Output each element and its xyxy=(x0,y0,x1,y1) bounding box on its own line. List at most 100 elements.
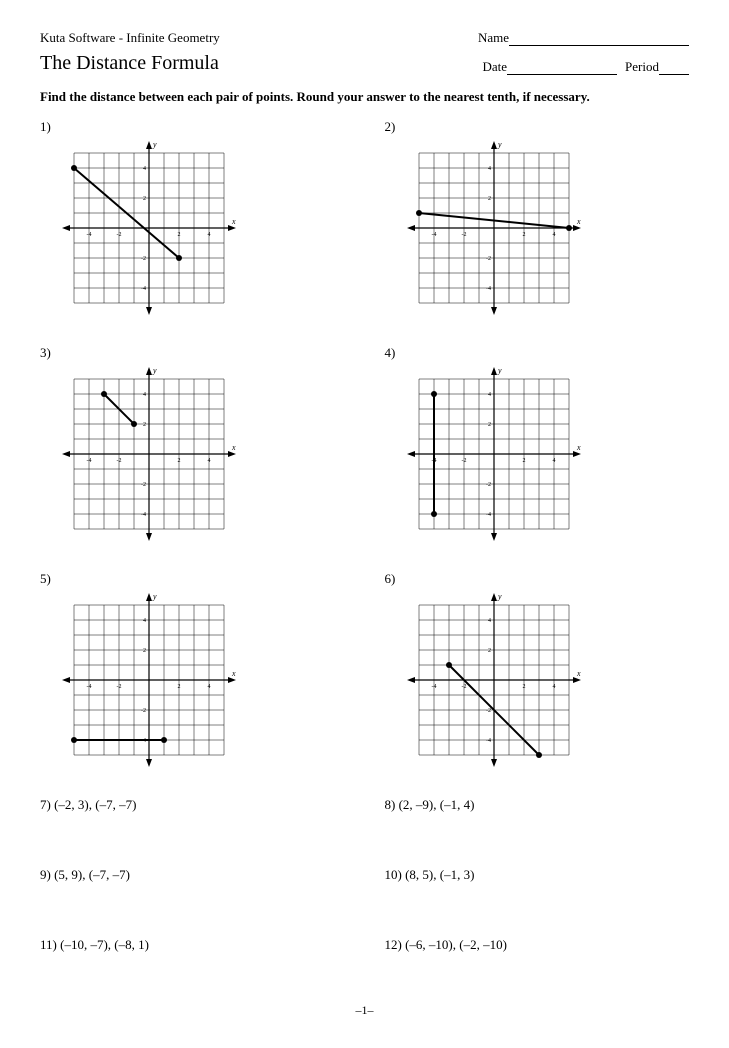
problem: 3) x y -4 -2 2 4 -4 -2 2 4 xyxy=(40,345,345,547)
problem: 6) x y -4 -2 2 4 -4 -2 2 4 xyxy=(385,571,690,773)
problem: 8) (2, –9), (–1, 4) xyxy=(385,797,690,813)
problem-number: 6) xyxy=(385,571,690,587)
svg-text:4: 4 xyxy=(208,458,211,464)
coordinate-graph: x y -4 -2 2 4 -4 -2 2 4 xyxy=(60,139,238,317)
svg-text:2: 2 xyxy=(178,684,181,690)
svg-text:4: 4 xyxy=(208,684,211,690)
svg-text:4: 4 xyxy=(143,618,146,624)
problem-number: 12) xyxy=(385,937,402,952)
svg-text:-4: -4 xyxy=(141,512,146,518)
coordinate-graph: xy-4-224-4-224 xyxy=(60,591,238,769)
svg-text:2: 2 xyxy=(522,458,525,464)
problem-number: 2) xyxy=(385,119,690,135)
svg-text:4: 4 xyxy=(552,232,555,238)
problem-number: 7) xyxy=(40,797,51,812)
svg-text:-2: -2 xyxy=(141,708,146,714)
svg-text:-4: -4 xyxy=(87,684,92,690)
svg-text:4: 4 xyxy=(143,166,146,172)
svg-text:-4: -4 xyxy=(431,684,436,690)
problem: 11) (–10, –7), (–8, 1) xyxy=(40,937,345,953)
problem: 12) (–6, –10), (–2, –10) xyxy=(385,937,690,953)
instruction: Find the distance between each pair of p… xyxy=(40,89,689,105)
problem: 9) (5, 9), (–7, –7) xyxy=(40,867,345,883)
svg-text:y: y xyxy=(152,140,157,149)
problem: 5)xy-4-224-4-224 xyxy=(40,571,345,773)
svg-text:2: 2 xyxy=(488,196,491,202)
problem: 2) x y -4 -2 2 4 -4 -2 2 4 xyxy=(385,119,690,321)
problem-number: 11) xyxy=(40,937,57,952)
svg-text:-2: -2 xyxy=(117,232,122,238)
svg-text:-2: -2 xyxy=(141,256,146,262)
svg-text:x: x xyxy=(576,443,581,452)
coordinate-graph: xy-4-224-4-224 xyxy=(405,365,583,543)
problem: 10) (8, 5), (–1, 3) xyxy=(385,867,690,883)
problem-points: (–2, 3), (–7, –7) xyxy=(54,797,136,812)
date-field: Date xyxy=(483,59,618,75)
problem: 7) (–2, 3), (–7, –7) xyxy=(40,797,345,813)
problem-number: 9) xyxy=(40,867,51,882)
svg-text:-4: -4 xyxy=(141,286,146,292)
svg-text:2: 2 xyxy=(178,232,181,238)
software-label: Kuta Software - Infinite Geometry xyxy=(40,30,220,46)
svg-text:2: 2 xyxy=(522,232,525,238)
svg-text:4: 4 xyxy=(552,684,555,690)
svg-text:2: 2 xyxy=(522,684,525,690)
problems-grid: 1)xy-4-224-4-2242)xy-4-224-4-2243)xy-4-2… xyxy=(40,119,689,983)
coordinate-graph: x y -4 -2 2 4 -4 -2 2 4 xyxy=(405,591,583,769)
svg-text:2: 2 xyxy=(178,458,181,464)
svg-text:2: 2 xyxy=(488,648,491,654)
svg-text:y: y xyxy=(497,592,502,601)
svg-text:-4: -4 xyxy=(87,458,92,464)
problem-number: 10) xyxy=(385,867,402,882)
svg-text:-4: -4 xyxy=(486,738,491,744)
svg-text:4: 4 xyxy=(143,392,146,398)
svg-text:x: x xyxy=(576,669,581,678)
name-field: Name xyxy=(478,30,689,46)
problem: 4)xy-4-224-4-224 xyxy=(385,345,690,547)
svg-text:x: x xyxy=(231,443,236,452)
svg-text:y: y xyxy=(497,140,502,149)
problem-number: 3) xyxy=(40,345,345,361)
svg-text:-2: -2 xyxy=(117,684,122,690)
svg-text:2: 2 xyxy=(143,648,146,654)
problem-points: (–6, –10), (–2, –10) xyxy=(405,937,507,952)
svg-text:4: 4 xyxy=(488,392,491,398)
svg-text:-2: -2 xyxy=(486,256,491,262)
problem-points: (5, 9), (–7, –7) xyxy=(54,867,130,882)
page-footer: –1– xyxy=(40,1003,689,1018)
svg-text:-2: -2 xyxy=(486,708,491,714)
svg-text:x: x xyxy=(231,217,236,226)
problem-number: 5) xyxy=(40,571,345,587)
svg-text:y: y xyxy=(152,592,157,601)
svg-text:4: 4 xyxy=(488,166,491,172)
svg-text:-2: -2 xyxy=(486,482,491,488)
period-field: Period xyxy=(625,59,689,75)
svg-text:2: 2 xyxy=(143,196,146,202)
coordinate-graph: x y -4 -2 2 4 -4 -2 2 4 xyxy=(405,139,583,317)
coordinate-graph: x y -4 -2 2 4 -4 -2 2 4 xyxy=(60,365,238,543)
svg-text:-2: -2 xyxy=(461,458,466,464)
svg-text:4: 4 xyxy=(208,232,211,238)
problem-number: 8) xyxy=(385,797,396,812)
svg-text:y: y xyxy=(497,366,502,375)
svg-text:-4: -4 xyxy=(486,512,491,518)
problem-points: (–10, –7), (–8, 1) xyxy=(60,937,149,952)
svg-text:4: 4 xyxy=(488,618,491,624)
svg-text:x: x xyxy=(231,669,236,678)
problem-points: (8, 5), (–1, 3) xyxy=(405,867,474,882)
svg-text:4: 4 xyxy=(552,458,555,464)
svg-text:-2: -2 xyxy=(117,458,122,464)
svg-text:2: 2 xyxy=(143,422,146,428)
svg-text:-2: -2 xyxy=(461,684,466,690)
problem-points: (2, –9), (–1, 4) xyxy=(399,797,475,812)
svg-text:y: y xyxy=(152,366,157,375)
svg-text:x: x xyxy=(576,217,581,226)
svg-text:-4: -4 xyxy=(87,232,92,238)
problem-number: 4) xyxy=(385,345,690,361)
svg-text:-4: -4 xyxy=(486,286,491,292)
problem: 1)xy-4-224-4-224 xyxy=(40,119,345,321)
svg-text:-2: -2 xyxy=(461,232,466,238)
svg-text:2: 2 xyxy=(488,422,491,428)
svg-text:-2: -2 xyxy=(141,482,146,488)
svg-text:-4: -4 xyxy=(431,232,436,238)
